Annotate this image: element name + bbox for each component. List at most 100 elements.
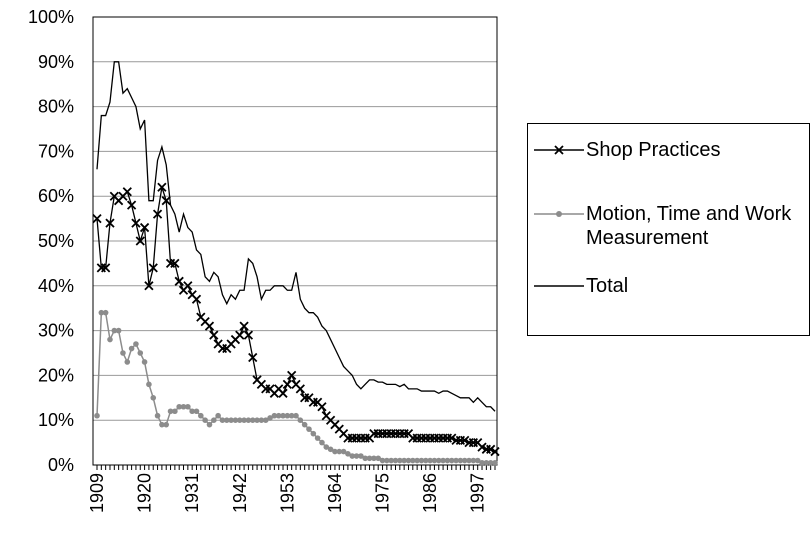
circle-marker bbox=[379, 457, 386, 464]
circle-marker bbox=[345, 451, 351, 457]
circle-marker bbox=[167, 408, 174, 415]
circle-marker bbox=[293, 412, 299, 419]
x-marker bbox=[92, 213, 102, 224]
circle-marker bbox=[353, 453, 360, 459]
circle-marker bbox=[401, 457, 407, 464]
circle-marker bbox=[435, 457, 442, 464]
y-tick-label: 100% bbox=[28, 7, 74, 27]
circle-marker bbox=[154, 412, 161, 419]
circle-marker bbox=[141, 359, 148, 365]
circle-marker bbox=[405, 457, 412, 464]
plot-frame bbox=[92, 16, 498, 466]
x-marker bbox=[282, 379, 292, 389]
y-tick-label: 20% bbox=[38, 365, 74, 385]
circle-marker bbox=[185, 403, 191, 410]
circle-marker bbox=[384, 457, 390, 464]
circle-marker bbox=[232, 417, 239, 424]
x-tick-label: 1909 bbox=[87, 473, 107, 513]
x-tick-label: 1964 bbox=[325, 473, 345, 513]
circle-marker bbox=[172, 408, 178, 415]
x-marker bbox=[183, 281, 193, 291]
circle-marker bbox=[410, 457, 416, 464]
circle-marker bbox=[422, 457, 429, 464]
x-marker bbox=[243, 330, 254, 340]
circle-marker bbox=[254, 417, 260, 424]
circle-marker bbox=[327, 446, 334, 453]
circle-marker bbox=[133, 341, 139, 347]
legend-entry: Total bbox=[528, 274, 808, 298]
x-marker bbox=[209, 330, 219, 340]
x-marker bbox=[235, 330, 245, 340]
x-tick-label: 1986 bbox=[420, 473, 440, 513]
legend-marker bbox=[554, 145, 564, 155]
circle-marker bbox=[267, 415, 273, 421]
circle-marker bbox=[366, 455, 373, 462]
x-marker bbox=[287, 370, 297, 381]
circle-marker bbox=[284, 412, 291, 419]
circle-marker bbox=[323, 444, 330, 450]
circle-marker bbox=[431, 457, 438, 464]
y-tick-label: 90% bbox=[38, 52, 74, 72]
legend-marker bbox=[556, 211, 562, 217]
circle-marker bbox=[470, 457, 477, 464]
x-marker bbox=[135, 236, 145, 246]
circle-marker bbox=[236, 417, 243, 424]
legend-label: Total bbox=[586, 275, 629, 297]
circle-marker bbox=[180, 403, 187, 410]
y-tick-label: 40% bbox=[38, 276, 74, 296]
circle-marker bbox=[492, 459, 498, 466]
circle-marker bbox=[332, 448, 338, 455]
x-marker bbox=[490, 446, 500, 457]
circle-marker bbox=[98, 309, 105, 316]
circle-marker bbox=[163, 421, 170, 428]
x-tick-label: 1931 bbox=[182, 473, 202, 513]
circle-marker bbox=[453, 457, 459, 464]
circle-marker bbox=[418, 457, 425, 464]
x-marker bbox=[122, 187, 132, 197]
circle-marker bbox=[487, 459, 494, 466]
circle-marker bbox=[176, 403, 182, 410]
circle-marker bbox=[128, 345, 135, 352]
circle-marker bbox=[349, 453, 356, 459]
legend: Shop Practices Motion, Time and Work Meas… bbox=[527, 123, 810, 336]
circle-marker bbox=[241, 417, 247, 424]
y-tick-label: 30% bbox=[38, 321, 74, 341]
circle-marker bbox=[202, 417, 208, 424]
x-marker bbox=[170, 258, 180, 269]
circle-marker bbox=[297, 417, 304, 424]
circle-marker bbox=[427, 457, 433, 464]
y-tick-label: 60% bbox=[38, 186, 74, 206]
x-marker bbox=[248, 352, 258, 363]
circle-marker bbox=[107, 336, 113, 343]
y-tick-label: 80% bbox=[38, 97, 74, 117]
circle-marker bbox=[198, 412, 204, 419]
circle-marker bbox=[340, 448, 347, 455]
circle-marker bbox=[211, 417, 217, 424]
circle-marker bbox=[362, 455, 369, 462]
x-marker bbox=[157, 182, 167, 192]
circle-marker bbox=[223, 417, 230, 424]
circle-marker bbox=[193, 408, 200, 415]
legend-entry: Motion, Time and Work Measurement bbox=[528, 202, 808, 250]
circle-marker bbox=[319, 439, 325, 446]
circle-marker bbox=[466, 457, 472, 464]
circle-marker bbox=[388, 457, 394, 464]
circle-marker bbox=[306, 426, 312, 432]
x-marker bbox=[105, 218, 115, 228]
circle-marker bbox=[249, 417, 256, 424]
circle-marker bbox=[301, 421, 308, 428]
circle-marker bbox=[358, 453, 364, 459]
series-line bbox=[96, 61, 496, 412]
x-marker bbox=[126, 200, 137, 210]
circle-marker bbox=[137, 350, 144, 356]
circle-marker bbox=[479, 459, 485, 466]
circle-marker bbox=[219, 417, 226, 424]
legend-entry: Shop Practices bbox=[528, 138, 808, 162]
x-tick-label: 1953 bbox=[277, 473, 297, 513]
x-marker bbox=[101, 263, 111, 273]
x-tick-label: 1997 bbox=[468, 473, 488, 513]
y-tick-label: 0% bbox=[48, 455, 74, 475]
circle-marker bbox=[262, 417, 269, 424]
